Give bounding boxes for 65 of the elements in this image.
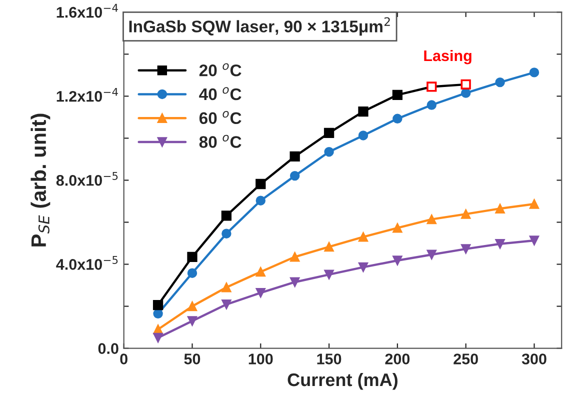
point (324, 147, 334, 157)
x-tick-label: 150 (317, 354, 342, 364)
point (426, 214, 436, 224)
point (290, 170, 300, 181)
point (324, 270, 334, 280)
point (358, 232, 368, 242)
point (187, 316, 198, 326)
point (187, 268, 198, 278)
point (426, 250, 436, 260)
legend-label: 20 $^{o}$C (199, 63, 242, 76)
legend-label: 80 $^{o}$C (199, 134, 242, 148)
point (256, 196, 266, 206)
point (460, 244, 471, 254)
point (426, 82, 437, 92)
y-tick-label: 0.0 (98, 343, 118, 354)
point (392, 114, 402, 124)
y-tick-label: 1.2x10$^{−4}$ (56, 88, 118, 102)
point (529, 236, 540, 246)
point (358, 262, 368, 272)
chart-title: InGaSb SQW laser, 90 × 1315μm$^{2}$ (129, 17, 390, 36)
point (290, 252, 300, 262)
point (358, 130, 368, 140)
x-axis-title: Current (mA) (288, 372, 398, 390)
point (256, 288, 266, 298)
point (152, 300, 164, 310)
point (290, 151, 300, 162)
annotation: Lasing (424, 50, 472, 64)
point (529, 68, 540, 78)
x-tick-label: 100 (248, 354, 273, 364)
point (222, 300, 232, 310)
point (222, 228, 232, 238)
point (324, 242, 334, 252)
x-tick-label: 0 (120, 354, 128, 364)
point (222, 282, 232, 292)
point (256, 266, 266, 277)
point (529, 199, 540, 209)
point (256, 178, 266, 190)
point (392, 223, 402, 233)
y-tick-label: 1.6x10$^{−4}$ (56, 4, 118, 18)
x-tick-label: 200 (385, 354, 410, 364)
legend-label: 40 $^{o}$C (199, 87, 242, 100)
legend-label: 60 $^{o}$C (199, 110, 242, 124)
point (495, 77, 505, 88)
point (153, 332, 163, 343)
point (460, 79, 471, 90)
point (460, 209, 471, 219)
y-axis-title: P$_{SE}$ (arb. unit) (30, 114, 50, 246)
point (153, 308, 163, 318)
x-tick-label: 250 (454, 354, 478, 364)
x-tick-label: 300 (522, 354, 546, 364)
point (358, 106, 368, 117)
point (187, 252, 198, 262)
point (221, 210, 232, 221)
point (460, 88, 471, 98)
point (392, 90, 403, 100)
point (426, 100, 436, 110)
point (324, 128, 334, 138)
x-tick-label: 50 (184, 354, 200, 364)
point (495, 204, 505, 214)
point (290, 277, 300, 287)
point (392, 256, 402, 266)
point (495, 239, 505, 249)
y-tick-label: 4.0x10$^{−5}$ (56, 256, 118, 270)
point (187, 301, 198, 312)
y-tick-label: 8.0x10$^{−5}$ (56, 172, 118, 186)
